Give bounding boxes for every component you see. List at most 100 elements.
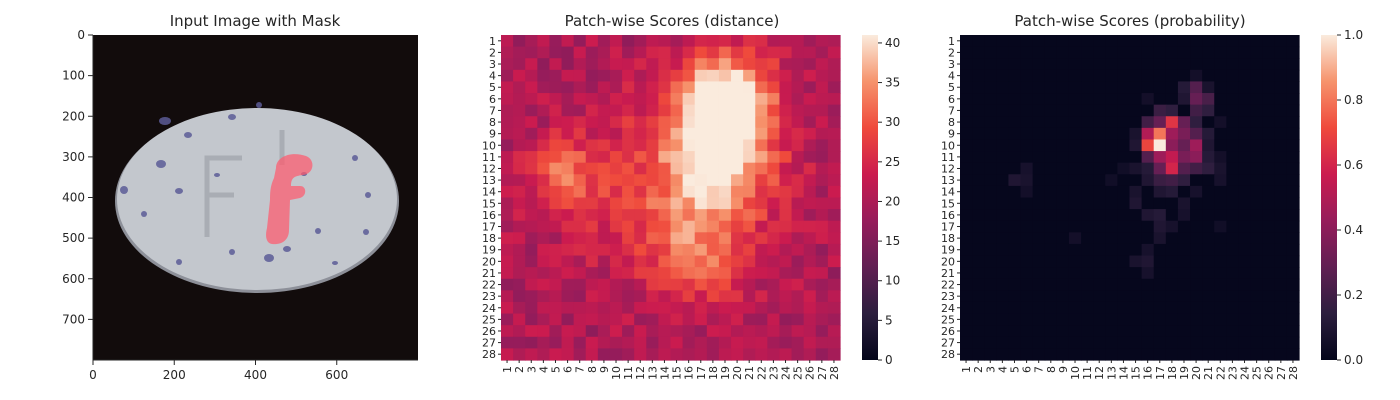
- heatmap-cell: [1286, 267, 1300, 280]
- y-tick-label: 23: [482, 290, 496, 303]
- heatmap-cell: [646, 46, 659, 59]
- heatmap-cell: [791, 255, 805, 268]
- heatmap-cell: [1202, 290, 1215, 303]
- x-tick-label: 16: [683, 366, 696, 380]
- heatmap-cell: [791, 151, 805, 164]
- heatmap-cell: [1008, 336, 1022, 349]
- heatmap-cell: [1238, 243, 1252, 257]
- heatmap-cell: [658, 197, 672, 210]
- heatmap-cell: [803, 325, 817, 338]
- heatmap-cell: [1056, 46, 1070, 59]
- heatmap-cell: [731, 116, 744, 129]
- heatmap-cell: [1165, 151, 1179, 164]
- heatmap-cell: [1081, 81, 1094, 94]
- heatmap-cell: [646, 116, 659, 129]
- heatmap-cell: [1044, 209, 1058, 222]
- heatmap-cell: [1226, 325, 1240, 338]
- heatmap-cell: [718, 69, 732, 83]
- x-tick-label: 21: [743, 366, 756, 380]
- heatmap-cell: [1262, 197, 1276, 210]
- heatmap-cell: [1093, 69, 1106, 83]
- heatmap-cell: [585, 93, 599, 106]
- heatmap-cell: [1020, 336, 1034, 349]
- heatmap-cell: [573, 267, 587, 280]
- heatmap-cell: [1250, 267, 1264, 280]
- x-tick-label: 19: [1178, 366, 1191, 380]
- heatmap-cell: [1117, 232, 1131, 245]
- heatmap-cell: [1165, 348, 1179, 361]
- heatmap-cell: [718, 116, 732, 129]
- heatmap-cell: [743, 104, 756, 117]
- heatmap-cell: [597, 232, 611, 245]
- heatmap-cell: [670, 336, 684, 349]
- heatmap-cell: [609, 267, 623, 280]
- y-tick-label: 19: [941, 244, 955, 257]
- heatmap-cell: [1008, 197, 1022, 210]
- heatmap-cell: [743, 336, 756, 349]
- heatmap-cell: [1117, 220, 1131, 233]
- heatmap-cell: [1032, 162, 1046, 175]
- heatmap-cell: [1226, 162, 1240, 175]
- heatmap-cell: [996, 162, 1010, 175]
- heatmap-cell: [1286, 104, 1300, 117]
- heatmap-cell: [755, 35, 768, 48]
- heatmap-cell: [1238, 81, 1252, 94]
- heatmap-cell: [718, 336, 732, 349]
- heatmap-cell: [803, 348, 817, 361]
- x-tick-label: 10: [1069, 366, 1082, 380]
- heatmap-cell: [525, 93, 538, 106]
- heatmap-cell: [682, 162, 696, 175]
- panel-input-image: Input Image with Mask 0 200 400 60001002003…: [62, 12, 418, 382]
- heatmap-cell: [1226, 104, 1240, 117]
- panel-b-title: Patch-wise Scores (distance): [565, 12, 780, 30]
- heatmap-cell: [1165, 139, 1179, 152]
- heatmap-cell: [1214, 174, 1227, 187]
- heatmap-cell: [984, 348, 997, 361]
- heatmap-cell: [646, 220, 659, 233]
- heatmap-cell: [634, 104, 647, 117]
- heatmap-cell: [1286, 255, 1300, 268]
- heatmap-cell: [731, 278, 744, 291]
- heatmap-cell: [827, 325, 841, 338]
- heatmap-cell: [658, 313, 672, 326]
- heatmap-cell: [1190, 232, 1203, 245]
- heatmap-cell: [513, 174, 526, 187]
- heatmap-cell: [1056, 313, 1070, 326]
- heatmap-cell: [1177, 278, 1191, 291]
- heatmap-cell: [1008, 255, 1022, 268]
- heatmap-cell: [501, 243, 514, 257]
- heatmap-cell: [1238, 197, 1252, 210]
- heatmap-cell: [1226, 174, 1240, 187]
- heatmap-cell: [1093, 278, 1106, 291]
- heatmap-cell: [1056, 104, 1070, 117]
- heatmap-cell: [682, 232, 696, 245]
- y-tick-label: 3: [948, 58, 955, 71]
- heatmap-cell: [670, 174, 684, 187]
- heatmap-cell: [1020, 313, 1034, 326]
- heatmap-cell: [743, 46, 756, 59]
- heatmap-cell: [1068, 243, 1082, 257]
- heatmap-cell: [597, 255, 611, 268]
- heatmap-cell: [803, 127, 817, 141]
- heatmap-cell: [513, 290, 526, 303]
- heatmap-cell: [984, 197, 997, 210]
- heatmap-cell: [706, 162, 720, 175]
- speckle-18: [141, 211, 147, 217]
- heatmap-cell: [1081, 127, 1094, 141]
- heatmap-cell: [1117, 313, 1131, 326]
- heatmap-cell: [585, 290, 599, 303]
- heatmap-cell: [1044, 336, 1058, 349]
- heatmap-cell: [1008, 301, 1022, 315]
- heatmap-cell: [1032, 255, 1046, 268]
- heatmap-cell: [1117, 93, 1131, 106]
- heatmap-cell: [1141, 127, 1155, 141]
- heatmap-cell: [597, 301, 611, 315]
- heatmap-cell: [718, 58, 732, 71]
- x-tick-label: 3: [984, 366, 997, 373]
- heatmap-cell: [1226, 255, 1240, 268]
- heatmap-cell: [803, 301, 817, 315]
- heatmap-cell: [501, 151, 514, 164]
- y-tick-label: 11: [941, 151, 955, 164]
- heatmap-cell: [1286, 116, 1300, 129]
